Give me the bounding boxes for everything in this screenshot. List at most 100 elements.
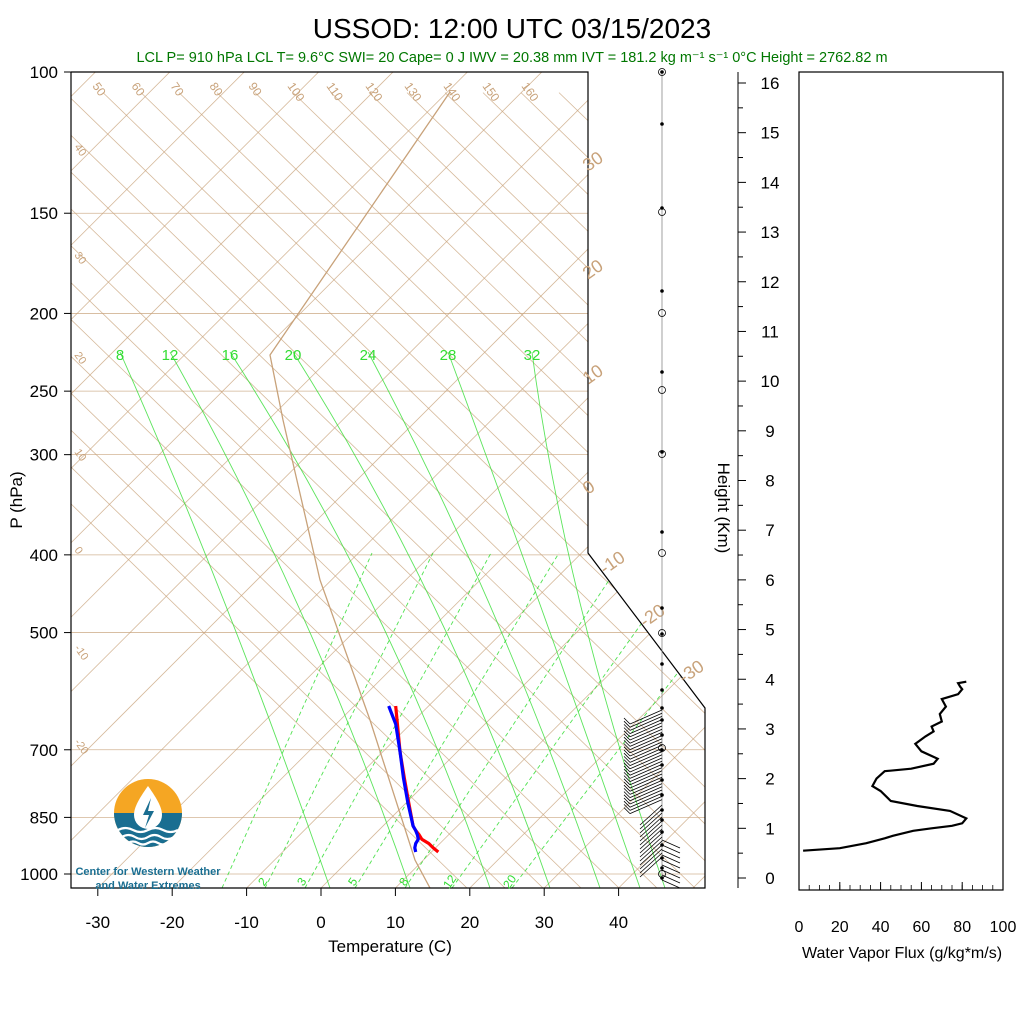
wind-barb-feather [623,781,631,789]
mixing-ratio-bottom-label: 5 [345,875,360,889]
temperature-tick-label: -30 [86,913,111,932]
temperature-tick-label: -10 [234,913,259,932]
mixing-ratio-top-label: 8 [116,347,124,364]
wind-barb-feather [623,768,631,776]
calm-circle [658,450,666,458]
wind-barb-feather [623,791,631,798]
moist-adiabat-curve [447,351,641,888]
isotherm-line [692,72,705,888]
dry-adiabat-line [901,93,1024,888]
dry-adiabat-line [977,93,1024,888]
adiabat-right-label: 10 [579,360,607,388]
adiabat-top-label: 110 [324,80,347,104]
parcel-curve [269,91,451,888]
dry-adiabat-line [558,92,705,888]
dry-adiabat-line [1015,93,1024,888]
height-tick-label: 11 [761,322,779,341]
pressure-tick-label: 250 [30,382,58,401]
adiabat-left-label: 30 [72,250,89,267]
adiabat-top-label: 70 [168,80,187,99]
isotherm-line [97,72,705,888]
height-tick-label: 12 [761,273,780,292]
wind-barb [661,874,681,884]
isotherm-line [246,72,705,888]
isotherm-line [71,72,705,888]
isotherm-line [395,72,705,888]
calm-circle [658,629,666,637]
wind-barb [629,780,663,795]
pressure-tick-label: 850 [30,808,58,827]
adiabat-left-label: -10 [72,643,91,663]
pressure-tick-label: 300 [30,446,58,465]
wind-barb-feather [623,733,631,741]
flux-profile-line [803,680,969,852]
wind-barb [629,783,663,798]
mixing-ratio-top-label: 12 [162,347,179,364]
cw3e-logo: Center for Western Weather and Water Ext… [75,779,221,892]
wind-barb-feather [623,797,631,805]
calm-circle [658,309,666,317]
wind-level-dot [660,122,664,126]
dry-adiabat-lines [71,92,1024,888]
height-tick-label: 0 [765,869,774,888]
wind-barb [629,709,663,725]
calm-circle [658,68,666,76]
wind-barb-feather [623,730,631,738]
mixing-ratio-lines [119,351,666,888]
dry-adiabat-line [330,92,705,888]
height-tick-label: 15 [761,124,780,143]
moist-adiabat-curve [531,351,666,888]
skew-t-frame [70,71,706,889]
dry-adiabat-line [71,92,705,888]
flux-tick-label: 80 [953,919,971,936]
dry-adiabat-line [825,93,1024,888]
adiabat-top-label: 120 [363,80,386,105]
calm-circle [658,870,666,878]
height-tick-label: 8 [765,472,774,491]
mixing-ratio-top-label: 24 [360,347,377,364]
wind-barb [661,844,681,854]
wind-barb-feather [623,807,631,814]
logo-bolt-icon [143,798,154,828]
height-tick-label: 2 [765,770,774,789]
wind-level-dot [660,763,664,767]
wind-level-dot [660,706,664,710]
pressure-tick-label: 1000 [20,865,58,884]
wind-level-dot [660,606,664,610]
mixing-ratio-top-label: 32 [524,347,541,364]
wind-barb [629,741,663,757]
mixing-ratio-labels: 8 12 16 20 24 28 322 3 5 8 12 20 [116,347,541,891]
moist-adiabat-curve [119,351,331,888]
wind-barb [629,799,663,814]
isotherm-line [469,72,705,888]
wind-barb-feather [623,759,631,766]
mixing-ratio-top-label: 28 [440,347,457,364]
wind-barb [661,859,681,869]
adiabat-left-label: 0 [72,545,85,557]
flux-tick-label: 0 [795,919,804,936]
isotherm-line [71,72,323,888]
dry-adiabat-line [482,92,705,888]
isotherm-line [71,72,472,888]
height-tick-label: 9 [765,422,774,441]
adiabat-left-label: 40 [72,142,89,159]
isotherm-line [71,72,398,888]
adiabat-right-label: 30 [579,147,607,175]
wind-barb [629,764,663,779]
isotherm-line [543,72,705,888]
pressure-tick-label: 400 [30,546,58,565]
wind-barb [661,854,681,864]
wind-barb-feather [623,762,631,770]
moist-adiabat-curve [229,351,491,888]
wind-barb [639,820,663,842]
temperature-tick-label: 10 [386,913,405,932]
wind-barb-feather [623,794,631,802]
moist-adiabat-curve [367,351,601,888]
wind-barb-feather [623,784,631,792]
wind-barb [629,754,663,770]
dry-adiabat-line [102,92,705,888]
dry-adiabat-line [71,92,705,888]
pressure-tick-label: 100 [30,63,58,82]
dry-adiabat-line [596,92,705,888]
wind-barb [639,816,663,838]
